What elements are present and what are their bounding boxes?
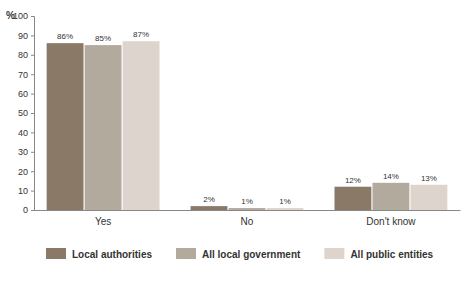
x-tick: Yes xyxy=(95,210,111,227)
y-tick-mark xyxy=(31,210,34,211)
legend-item: All public entities xyxy=(324,248,433,260)
bar xyxy=(334,187,371,210)
data-label: 85% xyxy=(95,34,111,43)
legend-label: All public entities xyxy=(350,249,433,260)
y-tick-mark xyxy=(31,35,34,36)
bars xyxy=(47,41,448,210)
x-tick-label: No xyxy=(241,216,254,227)
y-tick: 0 xyxy=(23,205,34,215)
data-label: 1% xyxy=(241,197,253,206)
data-label: 2% xyxy=(203,195,215,204)
y-tick: 30 xyxy=(18,147,34,157)
legend: Local authorities All local government All… xyxy=(46,248,434,260)
y-tick: 50 xyxy=(18,108,34,118)
legend-swatch xyxy=(46,248,66,259)
y-tick: 60 xyxy=(18,89,34,99)
y-tick: 40 xyxy=(18,128,34,138)
bar xyxy=(410,185,447,210)
legend-item: All local government xyxy=(176,248,301,260)
chart: 0 10 20 30 40 50 60 70 80 90 100 Yes No Don't know 86%… xyxy=(0,0,468,282)
x-tick: Don't know xyxy=(366,210,416,227)
y-tick-label: 20 xyxy=(18,167,28,177)
bar xyxy=(372,183,409,210)
y-tick-label: 40 xyxy=(18,128,28,138)
y-tick: 80 xyxy=(18,50,34,60)
bar xyxy=(229,208,266,210)
y-tick: 70 xyxy=(18,70,34,80)
data-label: 1% xyxy=(279,197,291,206)
bar xyxy=(85,45,122,210)
x-axis: Yes No Don't know xyxy=(35,210,461,227)
bar xyxy=(47,43,84,210)
y-tick-mark xyxy=(31,171,34,172)
y-tick-label: 0 xyxy=(23,205,28,215)
legend-swatch xyxy=(176,248,196,259)
legend-item: Local authorities xyxy=(46,248,152,260)
data-label: 13% xyxy=(421,174,437,183)
bar xyxy=(123,41,160,210)
y-tick-mark xyxy=(31,113,34,114)
y-tick-label: 80 xyxy=(18,50,28,60)
y-tick-label: 100 xyxy=(13,11,28,21)
y-tick-label: 90 xyxy=(18,31,28,41)
y-tick-mark xyxy=(31,152,34,153)
y-tick-mark xyxy=(31,16,34,17)
y-tick-mark xyxy=(31,132,34,133)
y-tick-label: 50 xyxy=(18,108,28,118)
data-label: 14% xyxy=(383,172,399,181)
bar xyxy=(267,208,304,210)
legend-label: All local government xyxy=(202,249,301,260)
y-tick-label: 70 xyxy=(18,70,28,80)
y-tick-mark xyxy=(31,74,34,75)
legend-label: Local authorities xyxy=(72,249,152,260)
y-tick-mark xyxy=(31,55,34,56)
y-tick: 100 xyxy=(13,11,34,21)
data-labels: 86% 2% 12% 85% 1% 14% 87% 1% 13% xyxy=(57,30,437,206)
y-tick-mark xyxy=(31,94,34,95)
x-tick-label: Don't know xyxy=(366,216,416,227)
x-tick: No xyxy=(241,210,254,227)
data-label: 87% xyxy=(133,30,149,39)
plot: 0 10 20 30 40 50 60 70 80 90 100 Yes No Don't know 86%… xyxy=(13,11,461,227)
y-tick: 90 xyxy=(18,31,34,41)
y-axis: 0 10 20 30 40 50 60 70 80 90 100 xyxy=(13,11,35,215)
x-axis-line xyxy=(35,210,461,211)
y-tick-label: 10 xyxy=(18,186,28,196)
y-tick: 10 xyxy=(18,186,34,196)
legend-swatch xyxy=(324,248,344,259)
data-label: 86% xyxy=(57,32,73,41)
data-label: 12% xyxy=(345,176,361,185)
y-axis-line xyxy=(31,17,35,211)
bar xyxy=(191,206,228,210)
y-tick-label: 60 xyxy=(18,89,28,99)
x-tick-label: Yes xyxy=(95,216,111,227)
y-tick-mark xyxy=(31,191,34,192)
y-tick: 20 xyxy=(18,167,34,177)
y-tick-label: 30 xyxy=(18,147,28,157)
y-axis-title: % xyxy=(6,10,15,21)
